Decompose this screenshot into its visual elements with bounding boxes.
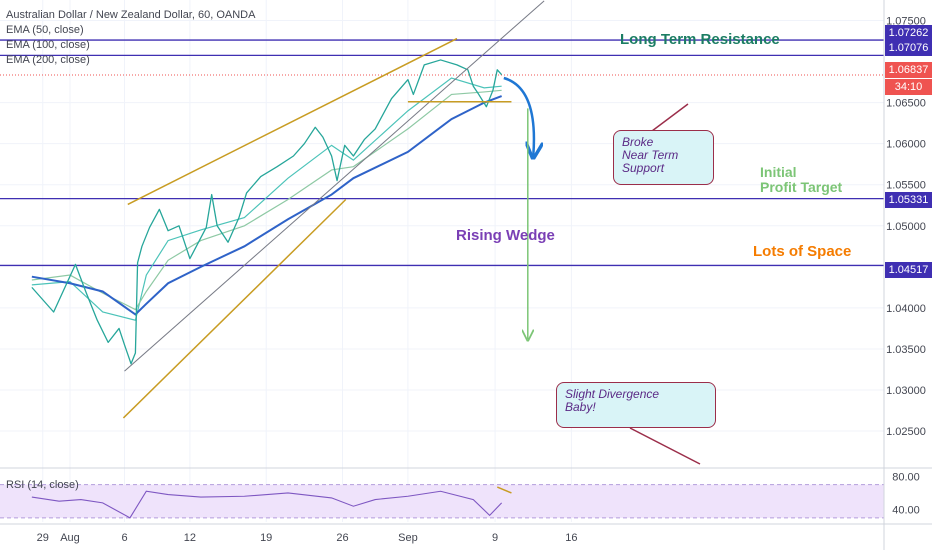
x-tick-label: 16 [565, 532, 577, 544]
y-tick-label: 1.03500 [886, 344, 926, 356]
rsi-divergence-line [496, 486, 512, 494]
callout-broke-pointer [651, 103, 689, 132]
x-tick-label: 26 [336, 532, 348, 544]
legend-ema-100[interactable]: EMA (100, close) [6, 39, 90, 51]
x-tick-label: 12 [184, 532, 196, 544]
x-tick-label: Aug [60, 532, 80, 544]
annotation-long-term-resistance: Long Term Resistance [620, 31, 780, 48]
annotation-rising-wedge: Rising Wedge [456, 227, 555, 244]
rsi-line [31, 490, 503, 519]
callout-broke-support: Broke Near Term Support [613, 130, 714, 185]
legend-ema-50[interactable]: EMA (50, close) [6, 24, 84, 36]
chart-title: Australian Dollar / New Zealand Dollar, … [6, 9, 256, 21]
annotation-lots-of-space: Lots of Space [753, 243, 852, 260]
x-tick-label: 9 [492, 532, 498, 544]
wedge-lower-line [122, 198, 347, 419]
drawing-layer [122, 0, 701, 494]
x-tick-label: 19 [260, 532, 272, 544]
y-tick-label: 1.03000 [886, 385, 926, 397]
series-layer [31, 59, 503, 519]
wedge-upper-line [127, 37, 458, 206]
ema-line [31, 77, 502, 321]
level-tag-4: 1.04517 [885, 262, 932, 278]
rsi-band [0, 484, 884, 518]
countdown-tag: 34:10 [885, 79, 932, 95]
y-tick-label: 1.07500 [886, 16, 926, 28]
price-line [31, 59, 503, 365]
x-tick-label: Sep [398, 532, 418, 544]
y-tick-label: 1.02500 [886, 426, 926, 438]
y-tick-label: 1.04000 [886, 303, 926, 315]
x-tick-label: 6 [121, 532, 127, 544]
level-tag-1: 1.07262 [885, 25, 932, 41]
rsi-tick-label: 40.00 [892, 505, 920, 517]
rsi-tick-label: 80.00 [892, 471, 920, 483]
annotation-profit-line-1: Initial [760, 164, 797, 180]
callout-divergence-line-2: Baby! [565, 400, 596, 414]
current-price-tag: 1.06837 [885, 62, 932, 78]
grid-layer [0, 0, 884, 522]
callout-divergence: Slight Divergence Baby! [556, 382, 716, 428]
callout-broke-line-3: Support [622, 161, 665, 175]
legend-ema-200[interactable]: EMA (200, close) [6, 54, 90, 66]
level-lines [0, 39, 884, 267]
callout-divergence-line-1: Slight Divergence [565, 387, 660, 401]
trendline-line [124, 0, 545, 372]
ema-line [31, 95, 502, 316]
level-tag-3: 1.05331 [885, 192, 932, 208]
y-tick-label: 1.05000 [886, 221, 926, 233]
annotation-profit-target: Initial Profit Target [760, 165, 842, 195]
y-tick-label: 1.06500 [886, 98, 926, 110]
level-tag-2: 1.07076 [885, 40, 932, 56]
rsi-band-layer [0, 484, 884, 519]
callout-broke-line-2: Near Term [622, 148, 679, 162]
annotation-profit-line-2: Profit Target [760, 179, 843, 195]
y-tick-label: 1.06000 [886, 139, 926, 151]
y-tick-label: 1.05500 [886, 180, 926, 192]
callout-divergence-pointer [629, 427, 701, 465]
x-tick-label: 29 [37, 532, 49, 544]
legend-rsi[interactable]: RSI (14, close) [6, 479, 79, 491]
projection-arrow [503, 76, 534, 156]
callout-broke-line-1: Broke [622, 135, 654, 149]
